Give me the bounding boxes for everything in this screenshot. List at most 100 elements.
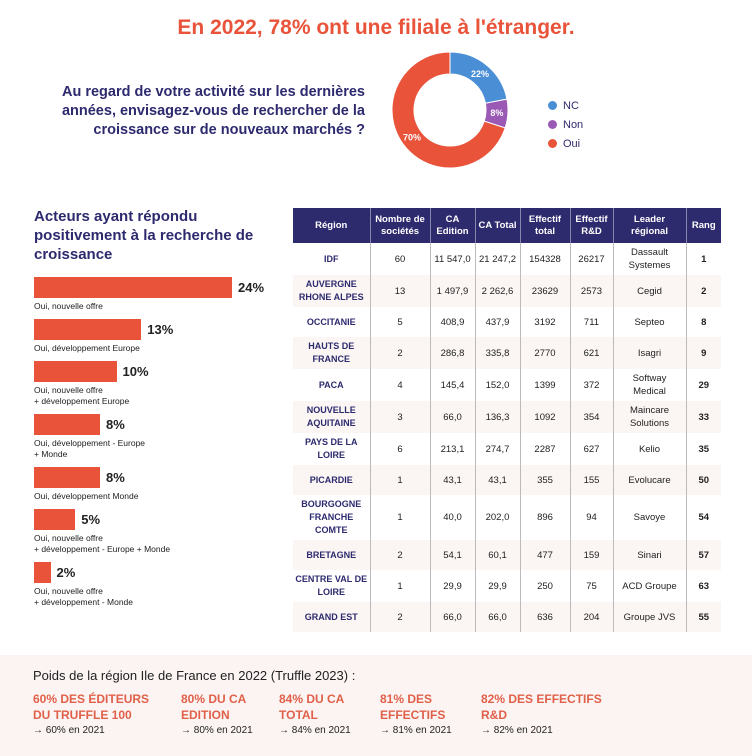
table-cell: 627 xyxy=(570,433,614,465)
table-cell: GRAND EST xyxy=(293,602,371,632)
stat-previous: → 81% en 2021 xyxy=(380,725,452,736)
table-cell: 29 xyxy=(698,379,710,391)
table-cell: BOURGOGNE FRANCHE COMTE xyxy=(293,495,371,540)
bar-item: 8% Oui, développement Monde xyxy=(34,467,284,502)
donut-chart: 22% 8% 70% xyxy=(391,51,509,169)
table-cell: 621 xyxy=(570,337,614,369)
bar-chart-title: Acteurs ayant répondu positivement à la … xyxy=(34,208,254,263)
table-cell: 154328 xyxy=(520,243,571,275)
column-header: Leader régional xyxy=(613,208,687,243)
question-text: Au regard de votre activité sur les dern… xyxy=(61,84,365,138)
table-cell: 711 xyxy=(570,307,614,337)
table-cell: Groupe JVS xyxy=(613,602,687,632)
table-row: HAUTS DE FRANCE 2 286,8 335,8 2770 621 Isagri 9 xyxy=(293,337,721,369)
table-cell: 636 xyxy=(520,602,571,632)
stat-previous: → 82% en 2021 xyxy=(481,725,553,736)
legend-label: Oui xyxy=(563,137,581,150)
table-cell: 2 xyxy=(370,540,431,570)
table-cell: 136,3 xyxy=(475,401,521,433)
table-cell: 55 xyxy=(686,602,721,632)
table-row: PACA 4 145,4 152,0 1399 372 Softway Medical 29 xyxy=(293,369,721,401)
table-cell: PICARDIE xyxy=(293,465,371,495)
donut-label: 70% xyxy=(403,133,421,143)
column-header: Effectif total xyxy=(520,208,571,243)
column-header: Nombre de sociétés xyxy=(370,208,431,243)
table-row: PAYS DE LA LOIRE 6 213,1 274,7 2287 627 Kelio 3… xyxy=(293,433,721,465)
summary-title: Poids de la région Ile de France en 2022… xyxy=(33,668,356,683)
bar-label: Oui, développement - Europe + Monde xyxy=(34,438,146,459)
table-cell: Dassault Systemes xyxy=(613,243,687,275)
table-cell: Sinari xyxy=(613,540,687,570)
bar-item: 5% Oui, nouvelle offre + développement - … xyxy=(34,509,284,555)
stat-headline: 60% DES ÉDITEURS DU TRUFFLE 100 xyxy=(33,692,150,722)
bar xyxy=(34,277,232,298)
table-cell: 11 547,0 xyxy=(430,243,476,275)
bar-label: Oui, développement Europe xyxy=(34,343,140,353)
summary-stat: 80% DU CA EDITION → 80% en 2021 xyxy=(181,691,253,736)
bar-item: 10% Oui, nouvelle offre + développement E… xyxy=(34,361,284,407)
column-header: Rang xyxy=(686,208,721,243)
table-row: BRETAGNE 2 54,1 60,1 477 159 Sinari 57 xyxy=(293,540,721,570)
legend-item: Oui xyxy=(548,134,583,153)
bar-value: 2% xyxy=(56,565,76,580)
table-cell: 75 xyxy=(570,570,614,602)
summary-stat: 81% DES EFFECTIFS → 81% en 2021 xyxy=(380,691,452,736)
bar xyxy=(34,509,76,530)
table-cell: HAUTS DE FRANCE xyxy=(293,337,371,369)
stat-headline: 81% DES EFFECTIFS xyxy=(380,692,446,722)
table-cell: 250 xyxy=(520,570,571,602)
table-row: BOURGOGNE FRANCHE COMTE 1 40,0 202,0 896 94 Sa… xyxy=(293,495,721,540)
bar-item: 2% Oui, nouvelle offre + développement - … xyxy=(34,562,284,608)
bar xyxy=(34,414,100,435)
bar-item: 13% Oui, développement Europe xyxy=(34,319,284,354)
table-cell: 66,0 xyxy=(475,602,521,632)
summary-stat: 82% DES EFFECTIFS R&D → 82% en 2021 xyxy=(481,691,602,736)
table-cell: 3192 xyxy=(520,307,571,337)
table-row: GRAND EST 2 66,0 66,0 636 204 Groupe JVS 55 xyxy=(293,602,721,632)
page-title: En 2022, 78% ont une filiale à l'étrange… xyxy=(177,16,575,39)
table-cell: BRETAGNE xyxy=(293,540,371,570)
bar xyxy=(34,319,142,340)
table-cell: 1 497,9 xyxy=(430,275,476,307)
legend-item: NC xyxy=(548,96,583,115)
table-cell: NOUVELLE AQUITAINE xyxy=(293,401,371,433)
stat-previous: → 80% en 2021 xyxy=(181,725,253,736)
bar-value: 24% xyxy=(238,280,265,295)
table-cell: 5 xyxy=(370,307,431,337)
table-cell: 54,1 xyxy=(430,540,476,570)
bar-value: 8% xyxy=(106,417,125,432)
bar-value: 8% xyxy=(106,470,125,485)
table-cell: Kelio xyxy=(613,433,687,465)
bar xyxy=(34,361,117,382)
table-cell: 2573 xyxy=(570,275,614,307)
table-cell: 29,9 xyxy=(430,570,476,602)
stat-headline: 80% DU CA EDITION xyxy=(181,692,247,722)
bar-item: 24% Oui, nouvelle offre xyxy=(34,277,284,312)
table-cell: 29,9 xyxy=(475,570,521,602)
table-cell: 213,1 xyxy=(430,433,476,465)
donut-label: 22% xyxy=(471,69,489,79)
summary-stat: 60% DES ÉDITEURS DU TRUFFLE 100 → 60% en … xyxy=(33,691,149,736)
legend-dot xyxy=(548,139,557,148)
table-row: OCCITANIE 5 408,9 437,9 3192 711 Septeo 8 xyxy=(293,307,721,337)
table-cell: 1 xyxy=(370,495,431,540)
table-cell: 2 xyxy=(370,602,431,632)
bar-label: Oui, nouvelle offre + développement Euro… xyxy=(34,385,130,406)
table-cell: 202,0 xyxy=(475,495,521,540)
column-header: Région xyxy=(293,208,371,243)
table-cell: 145,4 xyxy=(430,369,476,401)
stat-headline: 82% DES EFFECTIFS R&D xyxy=(481,692,602,722)
table-cell: 21 247,2 xyxy=(475,243,521,275)
table-cell: 896 xyxy=(520,495,571,540)
table-cell: 355 xyxy=(520,465,571,495)
table-cell: CENTRE VAL DE LOIRE xyxy=(293,570,371,602)
bar-value: 5% xyxy=(81,512,101,527)
table-row: NOUVELLE AQUITAINE 3 66,0 136,3 1092 354 Mainc… xyxy=(293,401,721,433)
table-cell: 335,8 xyxy=(475,337,521,369)
table-cell: 155 xyxy=(570,465,614,495)
table-cell: 1 xyxy=(701,253,707,265)
table-cell: 23629 xyxy=(520,275,571,307)
table-cell: 1 xyxy=(370,570,431,602)
table-cell: Maincare Solutions xyxy=(613,401,687,433)
donut-slice-oui xyxy=(391,51,506,169)
